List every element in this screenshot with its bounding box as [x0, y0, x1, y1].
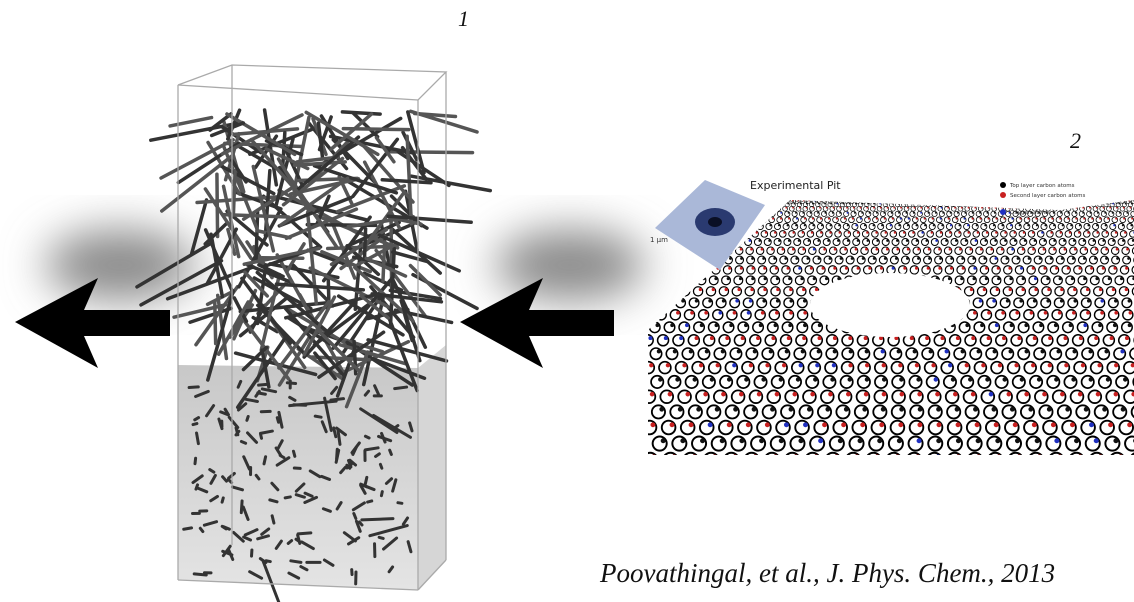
citation: Poovathingal, et al., J. Phys. Chem., 20… [600, 558, 1055, 589]
inset-title: Experimental Pit [750, 179, 841, 192]
legend-label: Oxygen atoms [1010, 210, 1050, 216]
legend-label: Second layer carbon atoms [1010, 193, 1086, 199]
legend-label: Top layer carbon atoms [1009, 183, 1075, 189]
slide: 1 2 [0, 0, 1134, 602]
illustration: Experimental Pit 1 µm Top layer carbon a… [0, 0, 1134, 602]
shadow [495, 230, 645, 300]
simulation-box [137, 65, 490, 602]
scale-label: 1 µm [650, 236, 668, 244]
